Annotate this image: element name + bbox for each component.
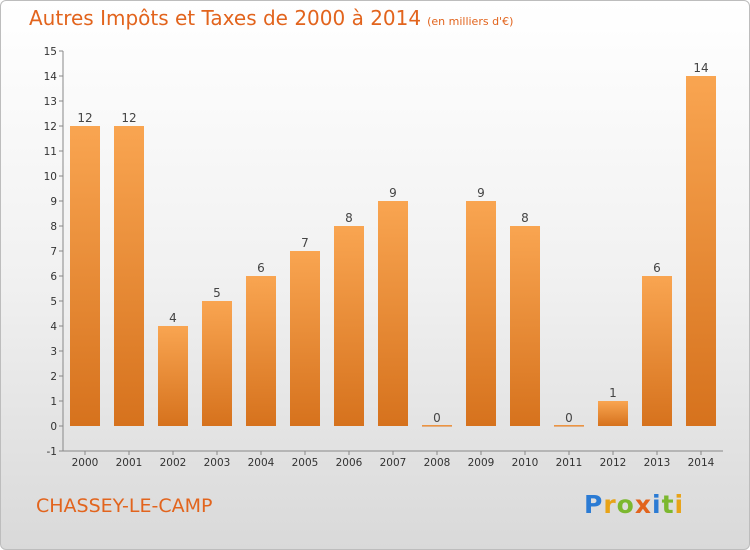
bar bbox=[378, 201, 408, 426]
x-tick-label: 2001 bbox=[116, 457, 143, 469]
data-label: 12 bbox=[121, 111, 136, 125]
y-tick-label: 14 bbox=[44, 71, 58, 83]
data-label: 8 bbox=[521, 211, 529, 225]
data-label: 5 bbox=[213, 286, 221, 300]
bar bbox=[686, 76, 716, 426]
x-tick-label: 2000 bbox=[72, 457, 99, 469]
logo-letter: x bbox=[634, 490, 652, 519]
y-tick-label: 13 bbox=[44, 96, 57, 108]
logo-letter: r bbox=[603, 490, 617, 519]
x-tick-label: 2010 bbox=[512, 457, 539, 469]
y-tick-label: 0 bbox=[50, 421, 57, 433]
data-label: 12 bbox=[77, 111, 92, 125]
bar bbox=[466, 201, 496, 426]
bar bbox=[334, 226, 364, 426]
data-label: 1 bbox=[609, 386, 617, 400]
data-label: 6 bbox=[653, 261, 661, 275]
y-tick-label: 2 bbox=[50, 371, 57, 383]
y-tick-label: -1 bbox=[47, 446, 57, 458]
data-label: 7 bbox=[301, 236, 309, 250]
bar bbox=[246, 276, 276, 426]
logo-letter: t bbox=[661, 490, 675, 519]
y-tick-label: 5 bbox=[50, 296, 57, 308]
x-tick-label: 2008 bbox=[424, 457, 451, 469]
bar bbox=[202, 301, 232, 426]
bar bbox=[510, 226, 540, 426]
y-tick-label: 15 bbox=[44, 46, 57, 58]
title-text: Autres Impôts et Taxes de 2000 à 2014 bbox=[29, 6, 422, 30]
bar bbox=[554, 425, 584, 427]
x-tick-label: 2014 bbox=[688, 457, 715, 469]
x-tick-label: 2006 bbox=[336, 457, 363, 469]
x-tick-label: 2012 bbox=[600, 457, 627, 469]
y-tick-label: 3 bbox=[50, 346, 57, 358]
data-label: 6 bbox=[257, 261, 265, 275]
bar bbox=[158, 326, 188, 426]
y-tick-label: 10 bbox=[44, 171, 57, 183]
x-tick-label: 2003 bbox=[204, 457, 231, 469]
unit-label: (en milliers d'€) bbox=[427, 15, 514, 28]
bar bbox=[422, 425, 452, 427]
x-tick-label: 2005 bbox=[292, 457, 319, 469]
logo-letter: i bbox=[674, 490, 685, 519]
logo-letter: i bbox=[652, 490, 662, 519]
data-label: 8 bbox=[345, 211, 353, 225]
y-tick-label: 11 bbox=[44, 146, 57, 158]
proxiti-logo: Proxiti bbox=[584, 490, 684, 519]
logo-letter: o bbox=[616, 490, 635, 519]
y-tick-label: 9 bbox=[50, 196, 57, 208]
logo-letter: P bbox=[584, 490, 604, 519]
data-label: 4 bbox=[169, 311, 177, 325]
x-tick-label: 2007 bbox=[380, 457, 407, 469]
bar bbox=[598, 401, 628, 426]
bar bbox=[290, 251, 320, 426]
x-tick-label: 2004 bbox=[248, 457, 275, 469]
data-label: 14 bbox=[693, 61, 708, 75]
x-tick-label: 2011 bbox=[556, 457, 583, 469]
bar bbox=[114, 126, 144, 426]
x-tick-label: 2013 bbox=[644, 457, 671, 469]
y-tick-label: 7 bbox=[50, 246, 57, 258]
y-tick-label: 6 bbox=[50, 271, 57, 283]
y-tick-label: 12 bbox=[44, 121, 57, 133]
bar bbox=[70, 126, 100, 426]
location-name: CHASSEY-LE-CAMP bbox=[36, 495, 213, 517]
y-tick-label: 8 bbox=[50, 221, 57, 233]
y-tick-label: 1 bbox=[50, 396, 57, 408]
data-label: 9 bbox=[389, 186, 397, 200]
y-tick-label: 4 bbox=[50, 321, 57, 333]
chart-title: Autres Impôts et Taxes de 2000 à 2014 (en… bbox=[29, 6, 513, 30]
x-tick-label: 2002 bbox=[160, 457, 187, 469]
bar bbox=[642, 276, 672, 426]
x-tick-label: 2009 bbox=[468, 457, 495, 469]
data-label: 0 bbox=[565, 411, 573, 425]
data-label: 0 bbox=[433, 411, 441, 425]
data-label: 9 bbox=[477, 186, 485, 200]
